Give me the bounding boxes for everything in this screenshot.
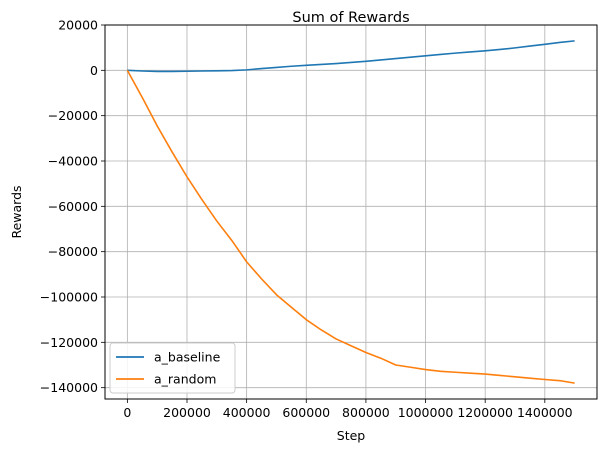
x-axis: 0 200000 400000 600000 800000 1000000 1200000 1…	[123, 399, 573, 420]
x-tick-label: 1200000	[457, 405, 513, 420]
y-tick-label: −40000	[48, 154, 98, 169]
y-tick-label: −140000	[40, 380, 98, 395]
x-tick-label: 400000	[223, 405, 271, 420]
y-tick-label: −20000	[48, 108, 98, 123]
plot-frame	[104, 24, 598, 400]
y-tick-label: −120000	[40, 335, 98, 350]
y-axis: 20000 0 −20000 −40000 −60000 −80000 −100000 −12…	[40, 18, 105, 395]
x-tick-label: 600000	[282, 405, 330, 420]
legend-label: a_baseline	[154, 350, 221, 365]
y-tick-label: 0	[90, 63, 98, 78]
y-tick-label: −80000	[48, 244, 98, 259]
y-axis-label: Rewards	[9, 185, 24, 238]
legend-box	[109, 342, 236, 394]
series-line-a-random	[126, 69, 575, 384]
series-layer	[126, 40, 575, 384]
series-line-a-baseline	[127, 40, 575, 73]
legend: a_baseline a_random	[109, 342, 236, 394]
y-tick-label: −100000	[40, 290, 98, 305]
y-tick-label: −60000	[48, 199, 98, 214]
x-tick-label: 0	[123, 405, 131, 420]
y-tick-label: 20000	[58, 18, 98, 33]
chart-title: Sum of Rewards	[292, 10, 409, 26]
x-tick-label: 1400000	[517, 405, 573, 420]
x-axis-label: Step	[337, 428, 366, 443]
legend-label: a_random	[154, 372, 216, 387]
x-tick-label: 1000000	[398, 405, 454, 420]
x-tick-label: 200000	[163, 405, 211, 420]
x-tick-label: 800000	[342, 405, 390, 420]
